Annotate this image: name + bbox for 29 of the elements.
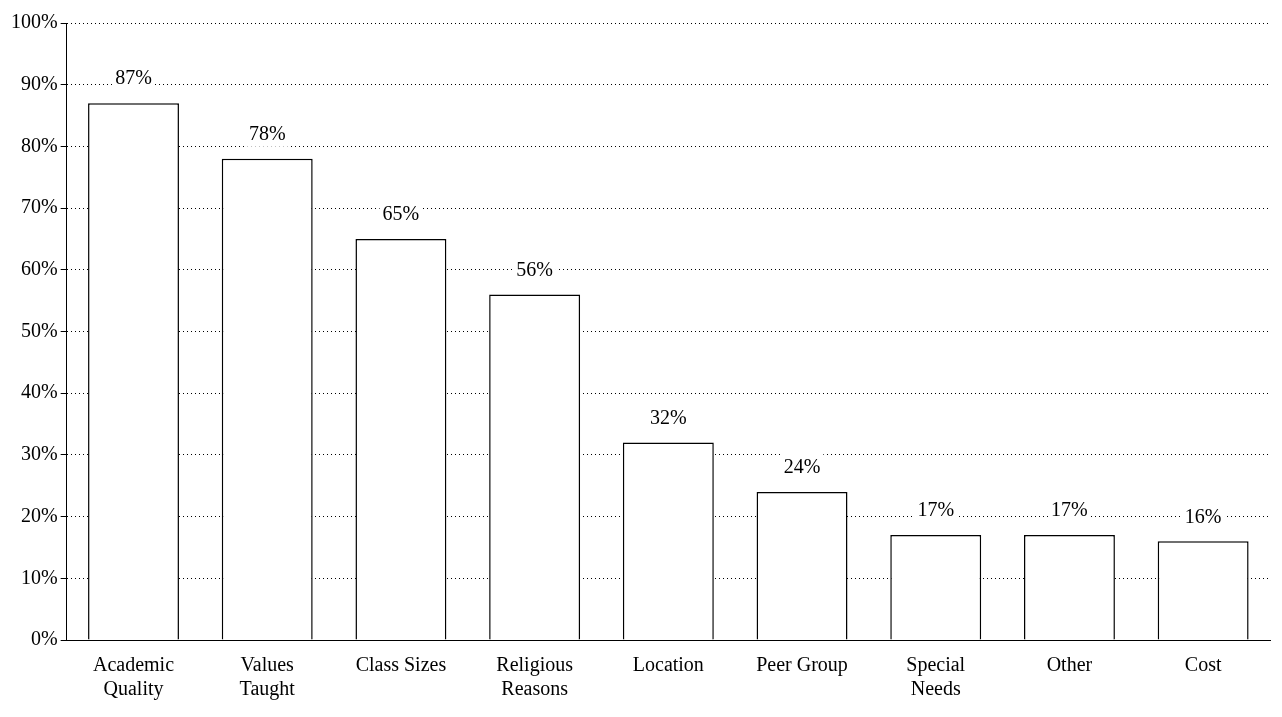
y-tick-label: 10% [20,565,58,588]
x-tick-label: Religious Reasons [496,653,574,700]
data-label: 32% [649,405,687,428]
data-label: 65% [382,202,420,225]
data-label: 87% [115,66,152,89]
x-tick-label: Class Sizes [355,653,447,676]
x-tick-label: Special Needs [906,653,966,700]
y-tick-label: 80% [20,133,58,156]
y-tick-label: 30% [20,442,58,465]
data-label: 17% [917,498,955,521]
y-tick-label: 90% [20,71,58,94]
x-tick-label: Other [1046,653,1093,676]
x-tick-label: Location [632,653,704,676]
y-tick-label: 40% [20,380,58,403]
y-tick-label: 50% [20,318,58,341]
y-tick-label: 100% [10,10,58,33]
data-label: 16% [1184,504,1222,527]
x-tick-label: Peer Group [756,653,848,677]
y-tick-label: 20% [20,503,58,526]
data-label: 24% [783,455,821,478]
data-label: 56% [516,257,553,280]
y-tick-label: 70% [20,195,58,218]
y-tick-label: 0% [30,627,58,650]
data-label: 17% [1051,498,1088,521]
data-label: 78% [248,121,286,144]
y-tick-label: 60% [20,257,58,280]
x-tick-label: Academic Quality [92,653,175,701]
x-tick-label: Values Taught [239,653,296,701]
x-tick-label: Cost [1184,653,1222,676]
